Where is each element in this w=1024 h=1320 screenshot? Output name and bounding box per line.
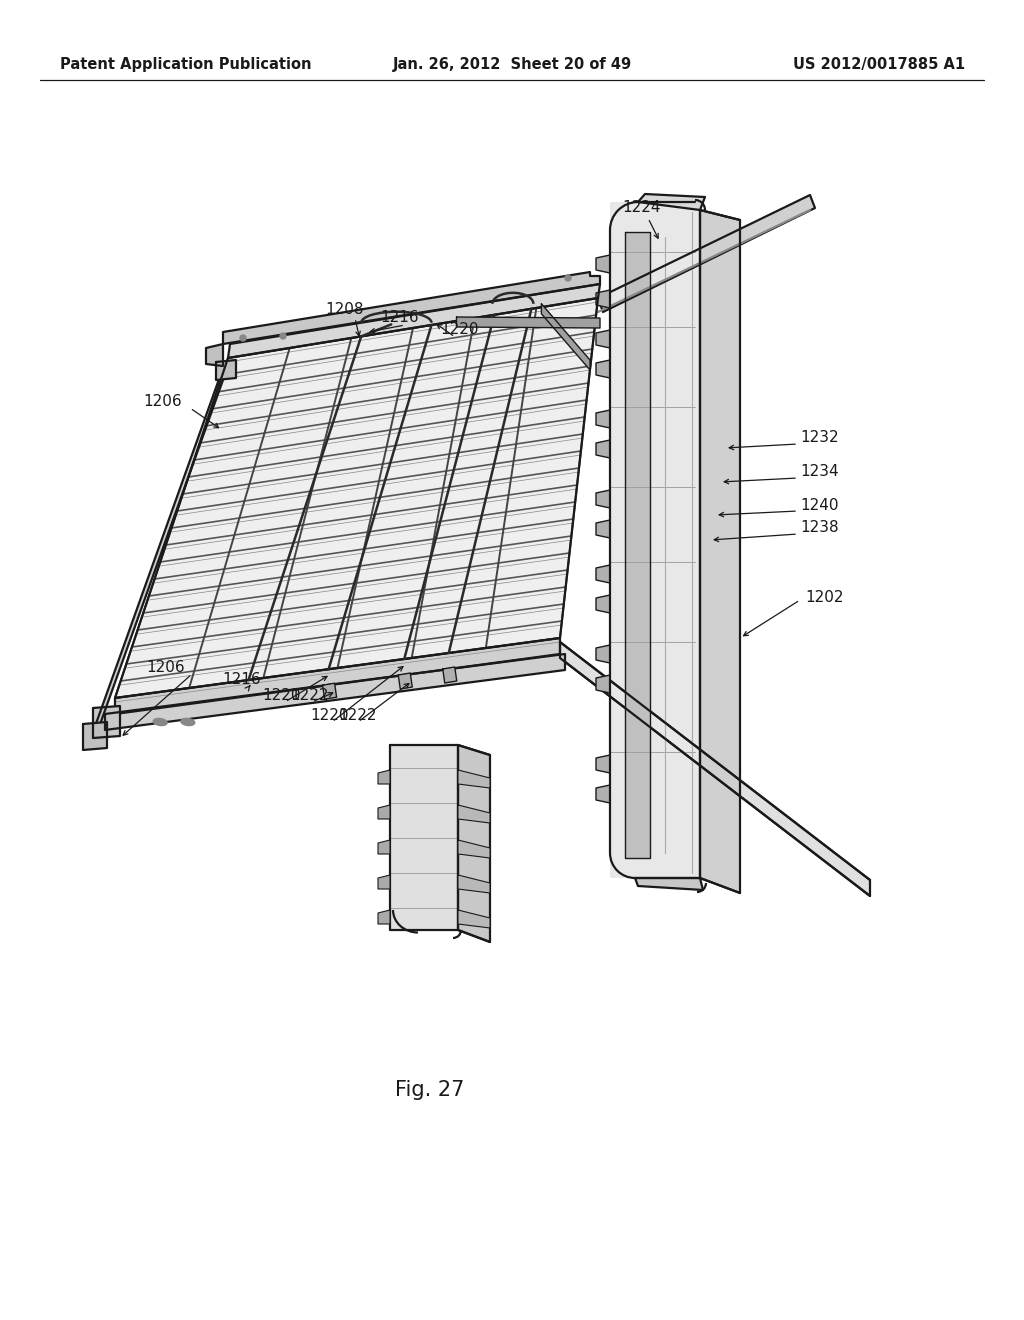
Polygon shape (610, 202, 700, 878)
Polygon shape (596, 255, 610, 273)
Polygon shape (625, 232, 650, 858)
Polygon shape (83, 722, 106, 750)
Polygon shape (378, 840, 390, 854)
Text: 1234: 1234 (800, 465, 839, 479)
Polygon shape (596, 565, 610, 583)
Polygon shape (398, 673, 413, 689)
Polygon shape (458, 805, 490, 822)
Circle shape (280, 333, 286, 339)
Polygon shape (560, 642, 870, 896)
Text: 1216: 1216 (222, 672, 261, 688)
Polygon shape (105, 653, 565, 730)
Polygon shape (93, 706, 120, 738)
Polygon shape (596, 290, 610, 308)
Circle shape (565, 275, 571, 281)
Polygon shape (596, 675, 610, 693)
Polygon shape (638, 194, 705, 210)
Polygon shape (596, 490, 610, 508)
Text: Fig. 27: Fig. 27 (395, 1080, 465, 1100)
Text: 1232: 1232 (800, 430, 839, 446)
Polygon shape (206, 345, 223, 366)
Text: 1208: 1208 (326, 302, 365, 318)
Polygon shape (458, 744, 490, 942)
Polygon shape (458, 840, 490, 858)
Text: 1206: 1206 (146, 660, 185, 676)
Ellipse shape (181, 718, 195, 726)
Polygon shape (596, 595, 610, 612)
Polygon shape (596, 360, 610, 378)
Text: 1216: 1216 (381, 310, 419, 326)
Polygon shape (378, 770, 390, 784)
Polygon shape (596, 411, 610, 428)
Polygon shape (115, 638, 560, 714)
Polygon shape (378, 909, 390, 924)
Polygon shape (542, 304, 590, 370)
Polygon shape (93, 368, 223, 744)
Ellipse shape (154, 718, 167, 726)
Polygon shape (390, 744, 458, 931)
Polygon shape (635, 878, 703, 890)
Polygon shape (596, 520, 610, 539)
Polygon shape (458, 770, 490, 788)
Polygon shape (115, 298, 598, 698)
Polygon shape (596, 755, 610, 774)
Polygon shape (596, 330, 610, 348)
Circle shape (240, 335, 246, 341)
Text: 1202: 1202 (805, 590, 844, 606)
Text: 1222: 1222 (339, 708, 377, 722)
Text: 1220: 1220 (263, 688, 301, 702)
Text: 1222: 1222 (291, 688, 330, 702)
Polygon shape (223, 272, 600, 345)
Polygon shape (378, 805, 390, 818)
Polygon shape (216, 360, 236, 380)
Polygon shape (457, 317, 600, 327)
Text: 1220: 1220 (440, 322, 479, 338)
Polygon shape (596, 440, 610, 458)
Polygon shape (378, 875, 390, 888)
Polygon shape (596, 785, 610, 803)
Polygon shape (458, 909, 490, 928)
Text: 1206: 1206 (143, 395, 182, 409)
Polygon shape (442, 667, 457, 682)
Text: 1224: 1224 (623, 201, 662, 215)
Polygon shape (596, 645, 610, 663)
Polygon shape (323, 684, 337, 700)
Polygon shape (228, 284, 600, 358)
Text: 1220: 1220 (310, 708, 349, 722)
Text: Jan. 26, 2012  Sheet 20 of 49: Jan. 26, 2012 Sheet 20 of 49 (392, 58, 632, 73)
Polygon shape (458, 875, 490, 894)
Text: 1240: 1240 (800, 498, 839, 512)
Polygon shape (598, 195, 815, 312)
Text: 1238: 1238 (800, 520, 839, 536)
Text: Patent Application Publication: Patent Application Publication (60, 58, 311, 73)
Text: US 2012/0017885 A1: US 2012/0017885 A1 (793, 58, 965, 73)
Polygon shape (700, 210, 740, 894)
